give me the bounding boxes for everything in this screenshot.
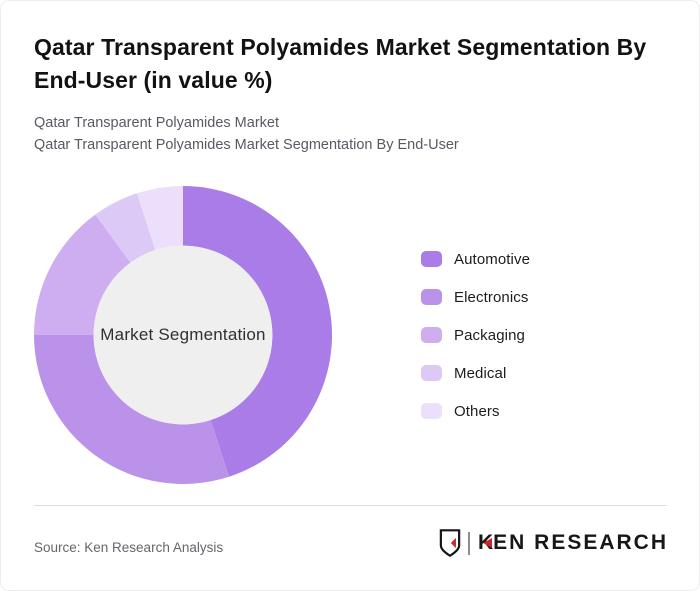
- legend-label-automotive: Automotive: [454, 250, 531, 268]
- legend-swatch-packaging: [421, 327, 442, 343]
- legend-label-electronics: Electronics: [454, 288, 529, 306]
- footer-divider: [34, 505, 667, 506]
- logo-shield-triangle: [450, 537, 456, 549]
- legend-swatch-electronics: [421, 289, 442, 305]
- legend-item-others: Others: [421, 402, 530, 420]
- donut-chart-area: Market Segmentation: [33, 185, 333, 485]
- logo-wordmark: K EN RESEARCH: [478, 531, 668, 555]
- logo-separator: [467, 531, 470, 555]
- legend-item-packaging: Packaging: [421, 326, 530, 344]
- donut-chart: [34, 186, 333, 485]
- legend-item-medical: Medical: [421, 364, 530, 382]
- legend-swatch-automotive: [421, 251, 442, 267]
- source-note: Source: Ken Research Analysis: [34, 540, 224, 555]
- legend-swatch-medical: [421, 365, 442, 381]
- logo-triangle-icon: [483, 538, 493, 548]
- legend-label-others: Others: [454, 402, 500, 420]
- donut-segment-automotive: [183, 186, 333, 477]
- subtitle-line-2: Qatar Transparent Polyamides Market Segm…: [34, 136, 459, 153]
- subtitle-line-1: Qatar Transparent Polyamides Market: [34, 115, 279, 131]
- chart-title: Qatar Transparent Polyamides Market Segm…: [34, 34, 647, 93]
- ken-research-logo: K EN RESEARCH: [439, 529, 668, 557]
- logo-shield-icon: [439, 529, 461, 557]
- donut-inner-circle: [93, 245, 273, 425]
- donut-segment-electronics: [34, 335, 230, 485]
- logo-text-rest: EN RESEARCH: [493, 531, 668, 554]
- legend-label-packaging: Packaging: [454, 326, 525, 344]
- legend-item-automotive: Automotive: [421, 250, 531, 268]
- donut-segment-medical: [95, 193, 156, 263]
- donut-segment-packaging: [34, 214, 131, 335]
- donut-segment-others: [136, 186, 183, 250]
- legend-label-medical: Medical: [454, 364, 507, 382]
- chart-subtitle: Qatar Transparent Polyamides Market Qata…: [34, 113, 666, 156]
- legend-swatch-others: [421, 403, 442, 419]
- legend-item-electronics: Electronics: [421, 288, 530, 306]
- legend: Automotive Electronics Packaging Medical Oth…: [421, 250, 531, 420]
